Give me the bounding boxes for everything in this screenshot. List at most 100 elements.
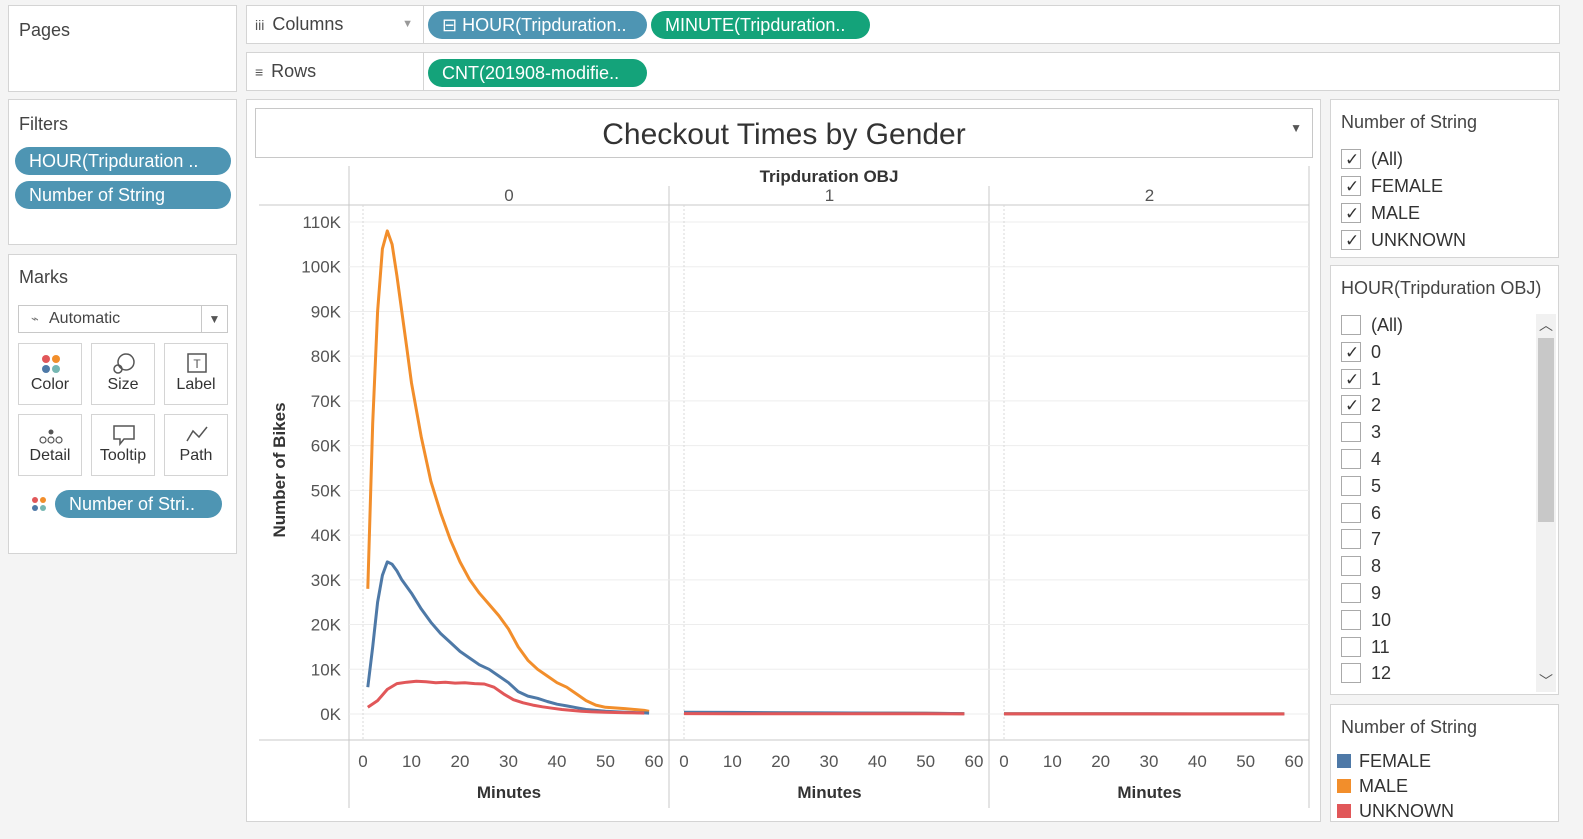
- rows-pill-count[interactable]: CNT(201908-modifie..: [428, 59, 647, 87]
- checkbox[interactable]: [1341, 636, 1361, 657]
- columns-shelf-label: iii Columns ▼: [247, 6, 424, 43]
- filter-pill-hour[interactable]: HOUR(Tripduration ..: [15, 147, 231, 175]
- checkbox[interactable]: [1341, 229, 1361, 253]
- hour-filter-label: (All): [1371, 315, 1403, 335]
- chevron-down-icon[interactable]: ▼: [402, 18, 413, 30]
- hour-filter-label: 9: [1371, 583, 1382, 603]
- x-tick-label: 40: [1188, 752, 1207, 771]
- panel-header-value: 2: [1145, 186, 1154, 205]
- checkbox[interactable]: [1341, 529, 1361, 550]
- viz-area: Checkout Times by Gender ▼ Tripduration …: [246, 99, 1321, 822]
- marks-tooltip-button[interactable]: Tooltip: [91, 414, 155, 476]
- pages-card[interactable]: Pages: [8, 5, 237, 92]
- checkbox[interactable]: [1341, 502, 1361, 523]
- detail-icon: [39, 429, 63, 444]
- marks-path-button[interactable]: Path: [164, 414, 228, 476]
- hour-filter-label: 4: [1371, 449, 1382, 469]
- checkbox[interactable]: [1341, 556, 1361, 577]
- hour-filter-label: 12: [1371, 663, 1392, 684]
- hour-filter-label: 6: [1371, 502, 1382, 523]
- chevron-down-icon[interactable]: ▼: [201, 306, 227, 332]
- rows-shelf[interactable]: ≡ Rows CNT(201908-modifie..: [246, 52, 1560, 91]
- x-tick-label: 20: [1091, 752, 1110, 771]
- svg-text:T: T: [193, 357, 201, 371]
- string-filter-title: Number of String: [1341, 112, 1478, 132]
- text-label-icon: T: [187, 353, 207, 373]
- checkbox[interactable]: [1341, 202, 1361, 226]
- checkbox[interactable]: [1341, 148, 1361, 172]
- x-tick-label: 40: [548, 752, 567, 771]
- tooltip-icon: [113, 425, 135, 447]
- checkbox[interactable]: [1341, 609, 1361, 630]
- y-tick-label: 40K: [311, 526, 342, 545]
- x-tick-label: 20: [451, 752, 470, 771]
- marks-color-label: Color: [30, 376, 70, 393]
- y-tick-label: 110K: [303, 213, 342, 232]
- marks-title: Marks: [19, 267, 68, 287]
- checkbox[interactable]: [1341, 315, 1361, 335]
- rows-icon: ≡: [255, 64, 264, 80]
- marks-card: Marks ⌁ Automatic ▼ Color Size T Label: [8, 254, 237, 554]
- scrollbar-thumb[interactable]: [1538, 338, 1554, 522]
- checkbox[interactable]: [1341, 475, 1361, 496]
- panel-header-value: 0: [504, 186, 513, 205]
- x-tick-label: 0: [679, 752, 688, 771]
- legend-label: UNKNOWN: [1359, 801, 1454, 821]
- scroll-up-icon[interactable]: ︿: [1539, 317, 1553, 333]
- series-line-male: [366, 229, 650, 713]
- columns-label-text: Columns: [272, 14, 344, 34]
- x-tick-label: 30: [499, 752, 518, 771]
- scrollbar-track[interactable]: ︿ ﹀: [1536, 314, 1556, 692]
- x-tick-label: 30: [820, 752, 839, 771]
- x-tick-label: 60: [645, 752, 664, 771]
- checkbox[interactable]: [1341, 583, 1361, 603]
- x-tick-label: 40: [868, 752, 887, 771]
- x-tick-label: 20: [771, 752, 790, 771]
- y-tick-label: 90K: [311, 302, 342, 321]
- checkbox[interactable]: [1341, 394, 1361, 418]
- checkbox[interactable]: [1341, 175, 1361, 199]
- checkbox[interactable]: [1341, 341, 1361, 365]
- marks-label-label: Label: [176, 376, 216, 393]
- x-tick-label: 50: [1236, 752, 1255, 771]
- marks-color-pill[interactable]: Number of Stri..: [55, 490, 222, 518]
- x-tick-label: 30: [1140, 752, 1159, 771]
- hour-filter-label: 1: [1371, 368, 1382, 389]
- marks-color-button[interactable]: Color: [18, 343, 82, 405]
- checkbox[interactable]: [1341, 422, 1361, 443]
- hour-filter-card: HOUR(Tripduration OBJ) (All)012345678910…: [1330, 265, 1559, 695]
- chevron-down-icon[interactable]: ▼: [1290, 121, 1302, 135]
- checkbox[interactable]: [1341, 663, 1361, 684]
- hour-filter-label: 0: [1371, 341, 1382, 362]
- columns-pill-hour[interactable]: ⊟ HOUR(Tripduration..: [428, 11, 647, 39]
- panel-header-value: 1: [825, 186, 834, 205]
- hour-filter-label: 11: [1371, 636, 1390, 657]
- x-tick-label: 0: [358, 752, 367, 771]
- marks-detail-label: Detail: [29, 447, 71, 464]
- marks-size-button[interactable]: Size: [91, 343, 155, 405]
- checkbox[interactable]: [1341, 449, 1361, 469]
- columns-shelf[interactable]: iii Columns ▼ ⊟ HOUR(Tripduration.. MINUT…: [246, 5, 1560, 44]
- filters-title: Filters: [19, 114, 68, 134]
- scroll-down-icon[interactable]: ﹀: [1539, 673, 1553, 689]
- x-tick-label: 60: [1285, 752, 1304, 771]
- hour-filter-label: 2: [1371, 395, 1382, 416]
- filter-pill-string[interactable]: Number of String: [15, 181, 231, 209]
- hour-filter-title: HOUR(Tripduration OBJ): [1341, 278, 1542, 298]
- hour-filter-label: 5: [1371, 475, 1382, 496]
- view-title-box[interactable]: Checkout Times by Gender ▼: [255, 108, 1313, 158]
- marks-path-label: Path: [179, 447, 213, 464]
- marks-detail-button[interactable]: Detail: [18, 414, 82, 476]
- y-tick-label: 100K: [301, 258, 341, 277]
- mark-type-dropdown[interactable]: ⌁ Automatic ▼: [18, 305, 228, 333]
- hour-filter-label: 3: [1371, 422, 1382, 443]
- color-legend-title: Number of String: [1341, 717, 1478, 737]
- size-icon: [113, 353, 135, 374]
- color-legend-card: Number of String FEMALE MALE UNKNOWN: [1330, 704, 1559, 822]
- panel-header-label: Tripduration OBJ: [760, 167, 899, 186]
- x-tick-label: 0: [999, 752, 1008, 771]
- marks-label-button[interactable]: T Label: [164, 343, 228, 405]
- checkbox[interactable]: [1341, 368, 1361, 392]
- columns-pill-minute[interactable]: MINUTE(Tripduration..: [651, 11, 870, 39]
